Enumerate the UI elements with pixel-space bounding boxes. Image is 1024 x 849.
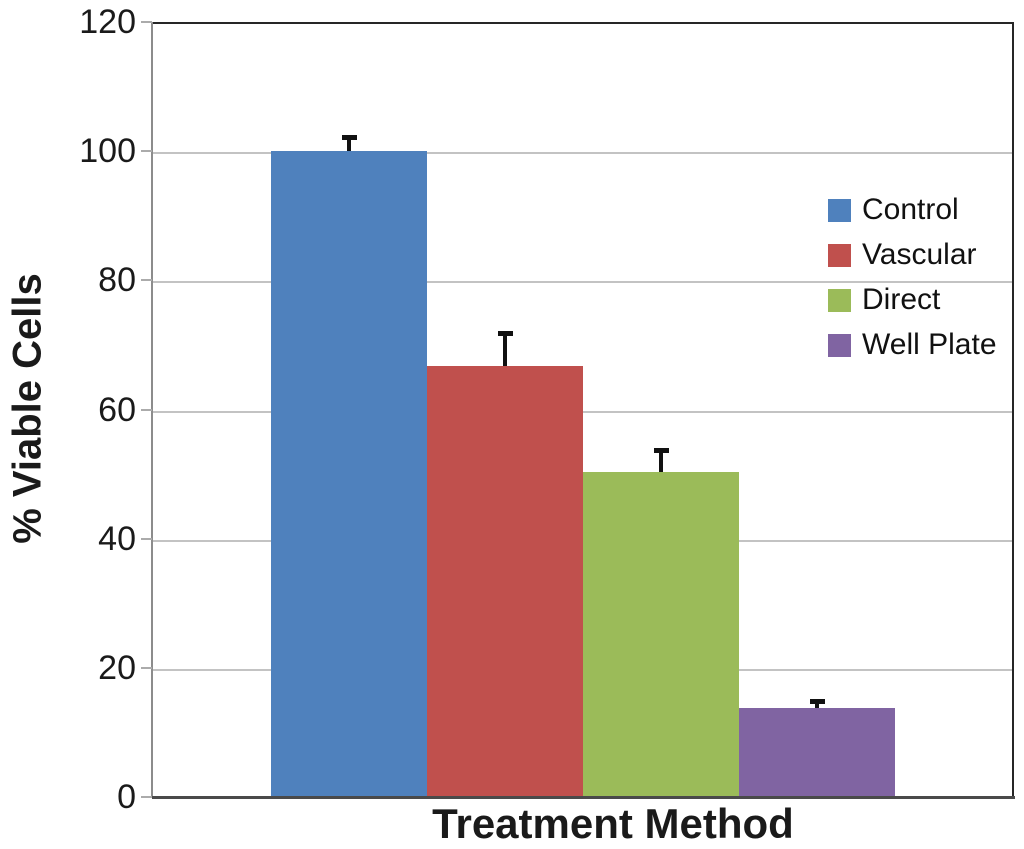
y-tick-label-120: 120 [79, 3, 136, 41]
y-tick-label-100: 100 [79, 132, 136, 171]
error-bar-cap-direct [653, 447, 669, 453]
error-bar-stem-vascular [503, 333, 507, 367]
bar-control [271, 151, 427, 796]
bar-vascular [427, 366, 583, 796]
legend-entry-direct: Direct [828, 284, 940, 316]
legend-label: Well Plate [862, 328, 997, 361]
y-tick-mark-80 [141, 279, 152, 282]
error-bar-cap-well-plate [809, 698, 825, 704]
y-tick-label-20: 20 [98, 648, 136, 687]
y-tick-mark-60 [141, 408, 152, 411]
y-tick-mark-120 [141, 21, 152, 23]
bar-direct [583, 472, 739, 796]
legend-swatch-icon [828, 198, 851, 222]
y-tick-mark-100 [141, 150, 152, 153]
legend-swatch-icon [828, 333, 851, 357]
y-tick-label-80: 80 [98, 261, 136, 300]
gridline-y-80 [152, 281, 1012, 284]
gridline-y-100 [152, 152, 1012, 155]
y-tick-label-60: 60 [98, 390, 136, 429]
error-bar-stem-well-plate [815, 700, 819, 708]
legend-entry-control: Control [828, 194, 959, 226]
y-tick-label-40: 40 [98, 519, 136, 558]
error-bar-stem-control [347, 136, 351, 152]
legend-label: Control [862, 193, 959, 226]
legend-swatch-icon [828, 243, 851, 267]
error-bar-stem-direct [659, 449, 663, 473]
x-axis-title: Treatment Method [432, 800, 794, 847]
x-axis-line [152, 796, 1015, 799]
legend-entry-well-plate: Well Plate [828, 329, 997, 361]
y-axis-line [151, 22, 153, 797]
y-tick-mark-40 [141, 537, 152, 540]
legend-label: Vascular [862, 238, 977, 271]
legend-label: Direct [862, 283, 941, 316]
legend-swatch-icon [828, 288, 851, 312]
y-tick-label-0: 0 [117, 778, 136, 816]
error-bar-cap-vascular [497, 331, 513, 337]
error-bar-cap-control [341, 134, 357, 140]
bar-well-plate [739, 707, 895, 796]
y-tick-mark-20 [141, 666, 152, 669]
y-tick-mark-0 [141, 796, 152, 798]
legend-entry-vascular: Vascular [828, 239, 977, 271]
